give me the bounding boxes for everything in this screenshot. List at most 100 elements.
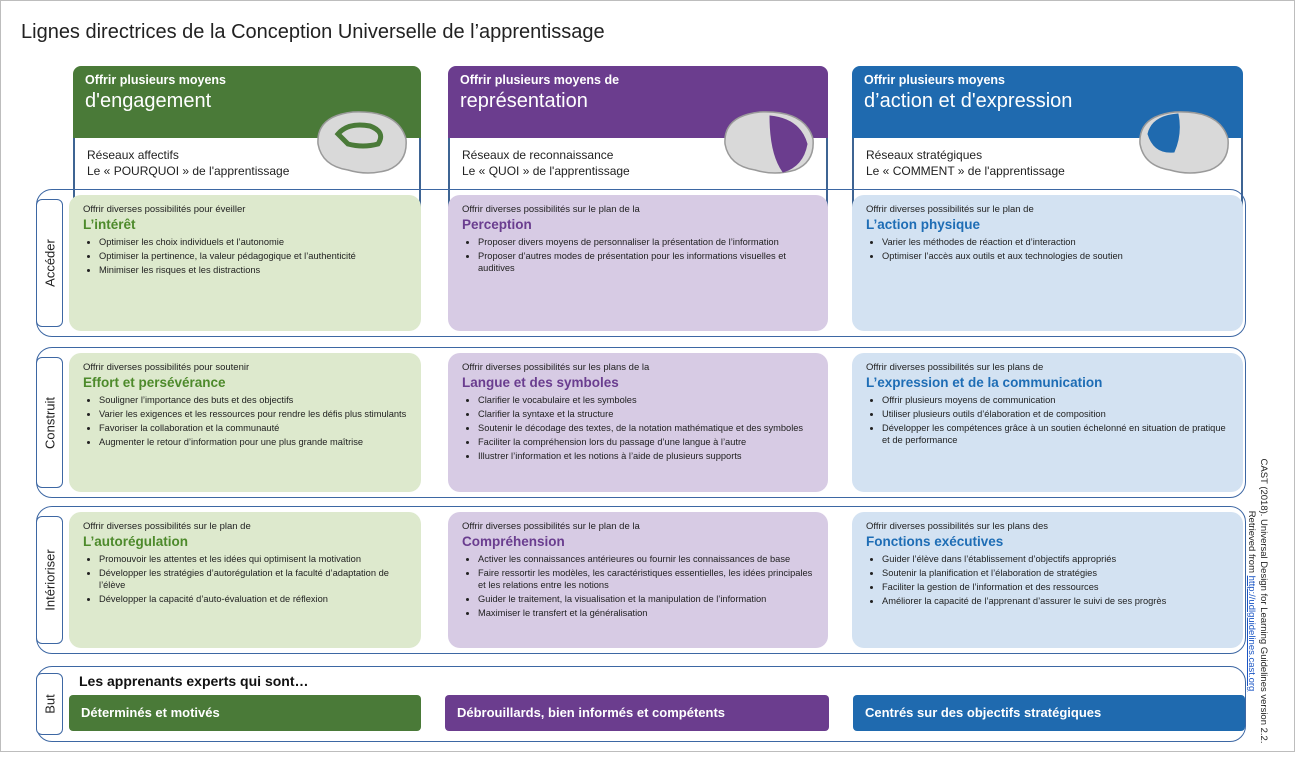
header-band: Offrir plusieurs moyens d'engagement [73, 66, 421, 138]
checkpoint: Augmenter le retour d’information pour u… [99, 436, 407, 448]
row-label-text: Intérioriser [42, 549, 57, 611]
citation-link: http://udlguidelines.cast.org [1246, 575, 1258, 692]
cell-heading: Fonctions exécutives [866, 534, 1004, 549]
network-question: Le « POURQUOI » de l'apprentissage [87, 164, 290, 179]
goal-heading: Les apprenants experts qui sont… [79, 673, 309, 689]
header-line2: d'engagement [85, 90, 212, 112]
network-question: Le « COMMENT » de l'apprentissage [866, 164, 1065, 179]
checkpoint: Maximiser le transfert et la généralisat… [478, 607, 814, 619]
checkpoint-list: Offrir plusieurs moyens de communication… [866, 394, 1229, 446]
row-label: Construit [36, 357, 63, 488]
checkpoint: Guider le traitement, la visualisation e… [478, 593, 814, 605]
cell-intro: Offrir diverses possibilités pour souten… [83, 362, 250, 373]
guideline-cell: Offrir diverses possibilités pour souten… [69, 353, 421, 492]
row-label-text: Construit [42, 396, 57, 449]
checkpoint-list: Souligner l’importance des buts et des o… [83, 394, 407, 448]
cell-intro: Offrir diverses possibilités sur le plan… [462, 204, 640, 215]
cell-intro: Offrir diverses possibilités sur les pla… [462, 362, 650, 373]
checkpoint-list: Guider l’élève dans l’établissement d’ob… [866, 553, 1229, 607]
cell-heading: L’intérêt [83, 217, 136, 232]
cell-intro: Offrir diverses possibilités sur le plan… [462, 521, 640, 532]
checkpoint: Clarifier la syntaxe et la structure [478, 408, 814, 420]
column-header: Offrir plusieurs moyens d’action et d'exp… [852, 66, 1243, 216]
checkpoint: Souligner l’importance des buts et des o… [99, 394, 407, 406]
brain-network [334, 122, 384, 149]
network-name: Réseaux affectifs [87, 148, 179, 162]
guideline-cell: Offrir diverses possibilités sur les pla… [852, 353, 1243, 492]
guideline-cell: Offrir diverses possibilités sur les pla… [448, 353, 828, 492]
cell-heading: L’action physique [866, 217, 981, 232]
checkpoint: Optimiser l’accès aux outils et aux tech… [882, 250, 1229, 262]
checkpoint: Développer la capacité d’auto-évaluation… [99, 593, 407, 605]
checkpoint-list: Clarifier le vocabulaire et les symboles… [462, 394, 814, 462]
checkpoint: Faciliter la gestion de l’information et… [882, 581, 1229, 593]
citation-line1: CAST (2018). Universal Design for Learni… [1258, 458, 1269, 744]
brain-network [1147, 113, 1180, 153]
row-label: Intérioriser [36, 516, 63, 644]
cell-heading: L’expression et de la communication [866, 375, 1103, 390]
checkpoint-list: Varier les méthodes de réaction et d’int… [866, 236, 1229, 262]
row-label: But [36, 673, 63, 735]
goal-item: Centrés sur des objectifs stratégiques [853, 695, 1245, 731]
citation: CAST (2018). Universal Design for Learni… [1245, 441, 1269, 761]
checkpoint: Varier les méthodes de réaction et d’int… [882, 236, 1229, 248]
checkpoint: Varier les exigences et les ressources p… [99, 408, 407, 420]
network-name: Réseaux stratégiques [866, 148, 983, 162]
header-line1: Offrir plusieurs moyens [864, 73, 1006, 87]
brain-outline [317, 111, 407, 174]
checkpoint: Faciliter la compréhension lors du passa… [478, 436, 814, 448]
checkpoint: Soutenir le décodage des textes, de la n… [478, 422, 814, 434]
network-question: Le « QUOI » de l'apprentissage [462, 164, 630, 179]
cell-intro: Offrir diverses possibilités sur les pla… [866, 521, 1048, 532]
checkpoint-list: Activer les connaissances antérieures ou… [462, 553, 814, 619]
row-label-text: Accéder [42, 239, 57, 287]
column-header: Offrir plusieurs moyens d'engagement Résea… [73, 66, 421, 216]
cell-intro: Offrir diverses possibilités pour éveill… [83, 204, 246, 215]
brain-network [769, 115, 808, 173]
checkpoint: Clarifier le vocabulaire et les symboles [478, 394, 814, 406]
row-label: Accéder [36, 199, 63, 327]
checkpoint-list: Promouvoir les attentes et les idées qui… [83, 553, 407, 605]
checkpoint: Activer les connaissances antérieures ou… [478, 553, 814, 565]
checkpoint-list: Optimiser les choix individuels et l’aut… [83, 236, 407, 276]
checkpoint: Améliorer la capacité de l’apprenant d’a… [882, 595, 1229, 607]
checkpoint: Promouvoir les attentes et les idées qui… [99, 553, 407, 565]
header-line2: représentation [460, 90, 588, 112]
header-line2: d’action et d'expression [864, 90, 1073, 112]
citation-prefix: Retrieved from [1246, 510, 1258, 573]
guideline-cell: Offrir diverses possibilités sur les pla… [852, 512, 1243, 648]
goal-item: Débrouillards, bien informés et compéten… [445, 695, 829, 731]
checkpoint: Offrir plusieurs moyens de communication [882, 394, 1229, 406]
guideline-cell: Offrir diverses possibilités sur le plan… [69, 512, 421, 648]
brain-icon [317, 111, 407, 174]
checkpoint: Développer les stratégies d’autorégulati… [99, 567, 407, 591]
checkpoint: Faire ressortir les modèles, les caracté… [478, 567, 814, 591]
header-line1: Offrir plusieurs moyens [85, 73, 227, 87]
goal-item: Déterminés et motivés [69, 695, 421, 731]
cell-intro: Offrir diverses possibilités sur le plan… [83, 521, 251, 532]
checkpoint: Proposer d’autres modes de présentation … [478, 250, 814, 274]
network-name: Réseaux de reconnaissance [462, 148, 614, 162]
checkpoint: Optimiser les choix individuels et l’aut… [99, 236, 407, 248]
checkpoint: Optimiser la pertinence, la valeur pédag… [99, 250, 407, 262]
checkpoint: Guider l’élève dans l’établissement d’ob… [882, 553, 1229, 565]
checkpoint: Soutenir la planification et l’élaborati… [882, 567, 1229, 579]
guideline-cell: Offrir diverses possibilités sur le plan… [448, 195, 828, 331]
brain-icon [1139, 111, 1229, 174]
checkpoint: Utiliser plusieurs outils d’élaboration … [882, 408, 1229, 420]
brain-icon [724, 111, 814, 174]
checkpoint: Illustrer l’information et les notions à… [478, 450, 814, 462]
checkpoint: Développer les compétences grâce à un so… [882, 422, 1229, 446]
column-header: Offrir plusieurs moyens de représentation… [448, 66, 828, 216]
guideline-cell: Offrir diverses possibilités pour éveill… [69, 195, 421, 331]
cell-heading: Perception [462, 217, 532, 232]
header-line1: Offrir plusieurs moyens de [460, 73, 620, 87]
checkpoint: Favoriser la collaboration et la communa… [99, 422, 407, 434]
cell-heading: Effort et persévérance [83, 375, 226, 390]
guideline-cell: Offrir diverses possibilités sur le plan… [448, 512, 828, 648]
cell-intro: Offrir diverses possibilités sur le plan… [866, 204, 1034, 215]
cell-heading: Compréhension [462, 534, 565, 549]
